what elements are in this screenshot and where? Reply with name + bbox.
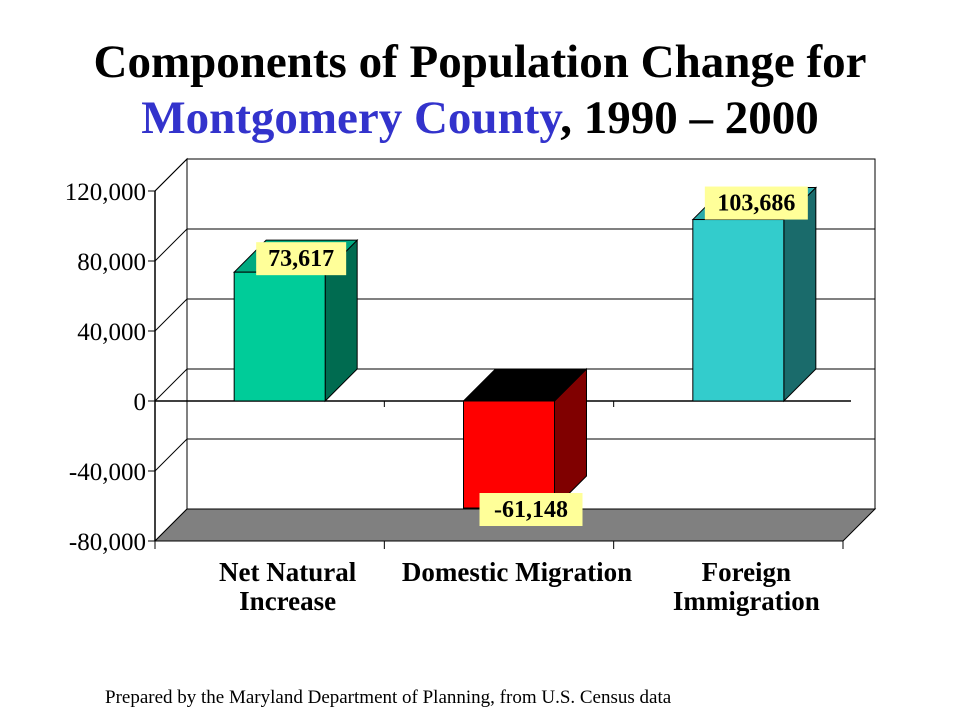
chart-title-line1: Components of Population Change for — [93, 36, 867, 88]
bar-side — [783, 186, 817, 403]
y-tick-label: 120,000 — [65, 179, 146, 206]
bar-front — [233, 271, 326, 402]
category-label-line: Net Natural — [219, 557, 357, 587]
data-label-box — [704, 186, 808, 220]
bar-front — [463, 400, 555, 509]
category-label-2: Foreign Immigration — [673, 557, 820, 616]
population-change-chart: 120,000 80,000 40,000 0 -40,000 -80,000 73,61… — [65, 157, 877, 616]
data-label-text: 103,686 — [717, 191, 795, 217]
y-tick-label: -80,000 — [69, 529, 146, 556]
y-tick-label: 0 — [134, 389, 147, 416]
chart-title-county: Montgomery County — [141, 92, 561, 144]
data-label-text: 73,617 — [268, 246, 334, 272]
data-label-box — [256, 242, 347, 276]
footnote: Prepared by the Maryland Department of P… — [105, 687, 672, 708]
bar-2 — [691, 186, 818, 403]
data-label-box — [479, 493, 583, 527]
data-label-0: 73,617 — [256, 242, 347, 276]
gridline-depth — [154, 438, 188, 472]
category-label-1: Domestic Migration — [402, 557, 632, 587]
gridline-depth — [154, 298, 188, 332]
category-label-line: Immigration — [673, 586, 820, 616]
gridline-depth — [154, 158, 188, 192]
data-label-1: -61,148 — [479, 493, 583, 527]
chart-title-line2: Montgomery County, 1990 – 2000 — [0, 90, 960, 146]
y-tick-label: -40,000 — [69, 459, 146, 486]
gridline-depth — [154, 368, 188, 402]
category-label-line: Domestic Migration — [402, 557, 632, 587]
chart-title: Components of Population Change for Mont… — [0, 34, 960, 146]
data-label-2: 103,686 — [704, 186, 808, 220]
chart-title-years: , 1990 – 2000 — [560, 92, 819, 144]
y-tick-label: 80,000 — [77, 249, 146, 276]
category-label-line: Increase — [239, 586, 336, 616]
gridline-depth — [154, 228, 188, 262]
category-label-0: Net Natural Increase — [219, 557, 357, 616]
data-label-text: -61,148 — [494, 497, 568, 523]
y-tick-label: 40,000 — [77, 319, 146, 346]
bar-front — [692, 219, 785, 402]
side-wall — [154, 157, 188, 543]
bar-1 — [462, 367, 588, 510]
category-label-line: Foreign — [702, 557, 792, 587]
bar-0 — [232, 238, 359, 403]
